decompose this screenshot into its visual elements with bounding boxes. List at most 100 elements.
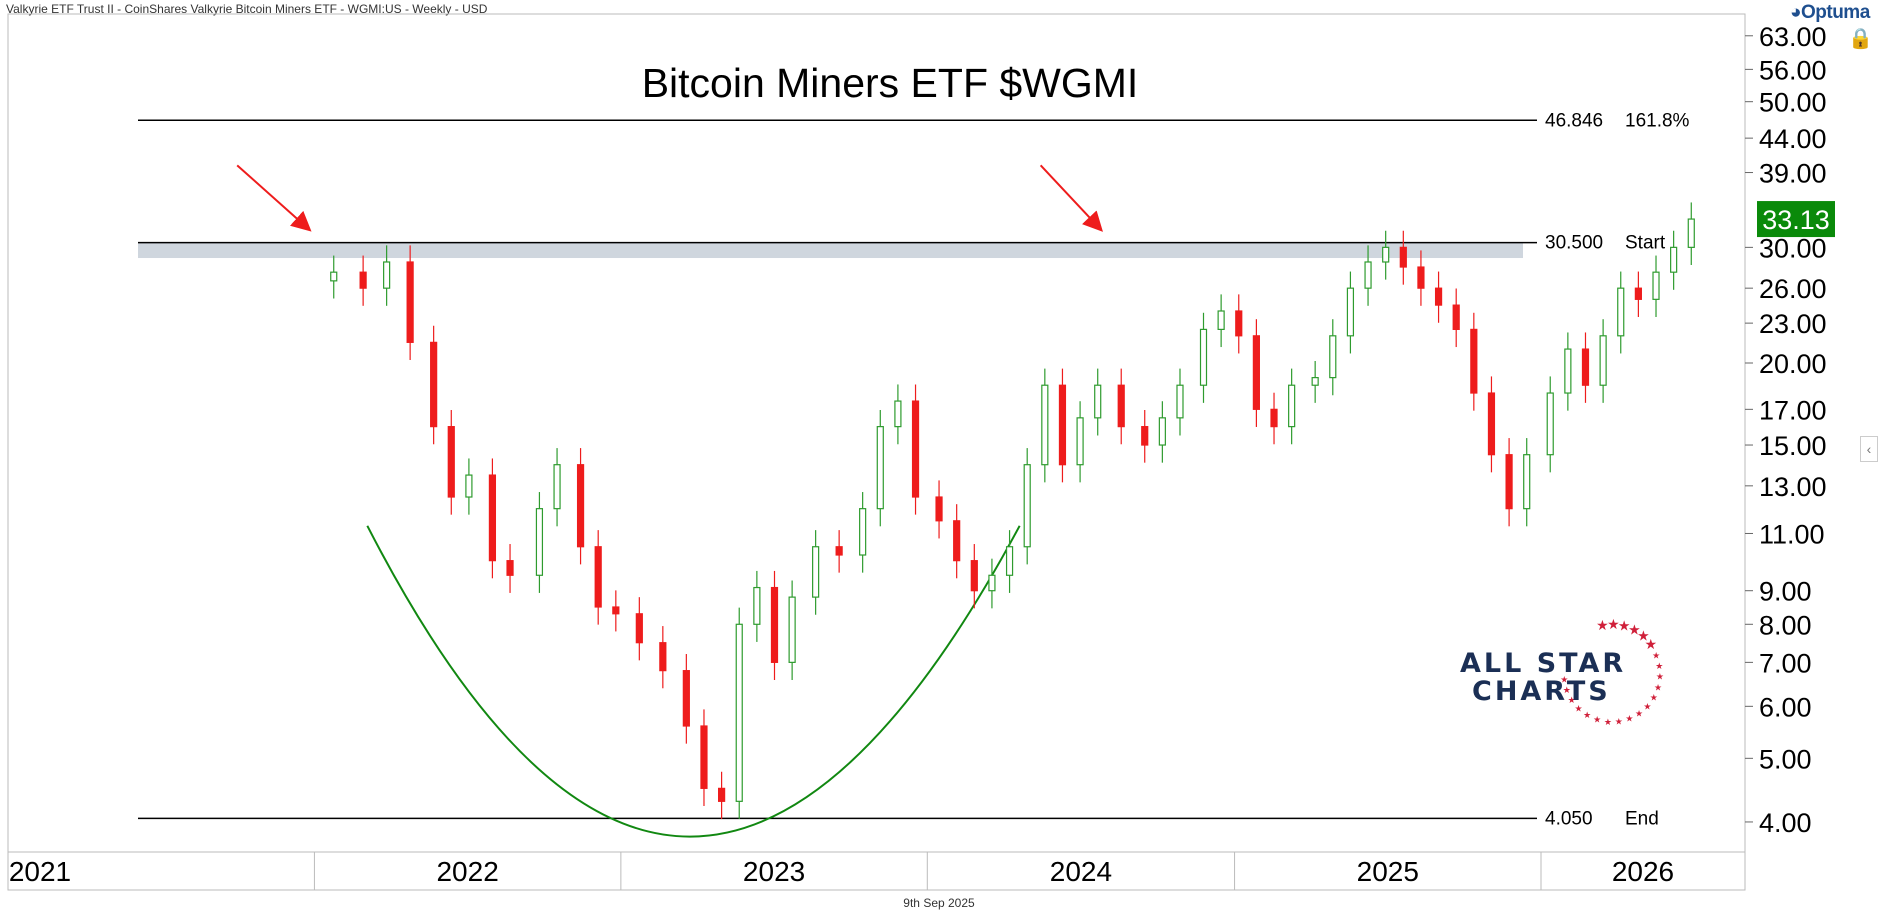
x-tick-label: 2024 bbox=[1050, 856, 1112, 887]
last-price-badge bbox=[1757, 201, 1835, 238]
logo-star: ★ bbox=[1628, 623, 1641, 639]
x-tick-label: 2026 bbox=[1612, 856, 1674, 887]
candle-body bbox=[1487, 392, 1496, 456]
candle-body bbox=[970, 560, 978, 592]
y-tick-label: 4.00 bbox=[1759, 808, 1812, 838]
x-tick-label: 2022 bbox=[436, 856, 498, 887]
candle-body bbox=[735, 623, 743, 802]
candle-body bbox=[1382, 246, 1390, 263]
level-note: End bbox=[1625, 808, 1659, 829]
last-price-label: 33.13 bbox=[1762, 205, 1830, 235]
candle-body bbox=[1670, 246, 1678, 273]
y-tick-label: 39.00 bbox=[1759, 159, 1827, 189]
logo-star: ★ bbox=[1560, 675, 1568, 685]
candle-body bbox=[682, 670, 690, 727]
candle-body bbox=[1217, 310, 1225, 330]
candle-body bbox=[1581, 348, 1590, 386]
candle-body bbox=[1311, 377, 1319, 386]
candle-body bbox=[988, 574, 996, 592]
candle-body bbox=[1141, 426, 1149, 446]
y-tick-label: 9.00 bbox=[1759, 577, 1812, 607]
candle-body bbox=[770, 586, 779, 663]
candle-body bbox=[359, 271, 367, 289]
candle-body bbox=[876, 426, 884, 510]
chart-title: Bitcoin Miners ETF $WGMI bbox=[641, 60, 1139, 106]
candle-body bbox=[1523, 454, 1531, 510]
candle-body bbox=[635, 613, 643, 644]
logo-line1: ALL STAR bbox=[1460, 648, 1627, 679]
candle-body bbox=[576, 464, 585, 548]
candle-body bbox=[1452, 304, 1460, 330]
candle-body bbox=[1041, 384, 1049, 466]
logo-star: ★ bbox=[1656, 673, 1664, 683]
chart-date: 9th Sep 2025 bbox=[903, 896, 975, 910]
chart-header: Valkyrie ETF Trust II - CoinShares Valky… bbox=[6, 2, 488, 16]
candle-body bbox=[718, 787, 726, 802]
candle-body bbox=[1564, 348, 1572, 394]
x-tick-label: 2023 bbox=[743, 856, 805, 887]
y-tick-label: 8.00 bbox=[1759, 610, 1812, 640]
y-tick-label: 23.00 bbox=[1759, 309, 1827, 339]
allstarcharts-logo: ALL STAR CHARTS bbox=[1460, 650, 1660, 706]
candle-body bbox=[1005, 546, 1014, 576]
candle-body bbox=[594, 546, 602, 608]
candle-body bbox=[1058, 384, 1067, 466]
candle-body bbox=[911, 400, 920, 498]
logo-star: ★ bbox=[1615, 718, 1623, 728]
logo-star: ★ bbox=[1645, 637, 1658, 653]
candle-body bbox=[1176, 384, 1184, 419]
candle-body bbox=[535, 508, 544, 576]
level-note: Start bbox=[1625, 233, 1666, 254]
cup-arc bbox=[366, 525, 1021, 838]
candle-body bbox=[1346, 287, 1355, 337]
candle-body bbox=[1235, 310, 1243, 337]
candle-body bbox=[1687, 218, 1695, 248]
candle-body bbox=[935, 496, 943, 522]
candle-body bbox=[1023, 464, 1031, 548]
logo-star: ★ bbox=[1604, 718, 1612, 728]
logo-star: ★ bbox=[1655, 662, 1663, 672]
y-tick-label: 56.00 bbox=[1759, 55, 1827, 85]
y-tick-label: 13.00 bbox=[1759, 472, 1827, 502]
logo-star: ★ bbox=[1563, 686, 1571, 696]
candle-body bbox=[1599, 335, 1607, 386]
candle-body bbox=[859, 508, 867, 556]
level-value: 30.500 bbox=[1545, 233, 1603, 254]
logo-star: ★ bbox=[1625, 715, 1633, 725]
logo-star: ★ bbox=[1635, 710, 1643, 720]
y-tick-label: 50.00 bbox=[1759, 88, 1827, 118]
candle-body bbox=[330, 271, 338, 282]
candle-body bbox=[553, 464, 561, 510]
candle-body bbox=[788, 596, 796, 663]
candle-body bbox=[1617, 287, 1625, 337]
candle-body bbox=[1158, 417, 1166, 446]
candle-body bbox=[1546, 392, 1554, 456]
candle-body bbox=[700, 725, 708, 789]
candle-body bbox=[1634, 287, 1642, 300]
optuma-logo-icon: ◕ bbox=[1790, 2, 1801, 23]
logo-star: ★ bbox=[1583, 711, 1591, 721]
candle-body bbox=[659, 642, 667, 672]
candle-body bbox=[953, 520, 961, 562]
level-value: 46.846 bbox=[1545, 110, 1603, 131]
x-tick-label: 2021 bbox=[9, 856, 71, 887]
logo-star: ★ bbox=[1568, 696, 1576, 706]
candle-body bbox=[1270, 408, 1278, 428]
logo-star: ★ bbox=[1652, 651, 1660, 661]
optuma-logo: ◕Optuma bbox=[1790, 2, 1870, 24]
lock-icon[interactable]: 🔒 bbox=[1848, 28, 1873, 50]
logo-star: ★ bbox=[1596, 618, 1609, 634]
candle-body bbox=[406, 261, 414, 343]
candle-body bbox=[1252, 335, 1260, 410]
candle-body bbox=[506, 560, 514, 576]
y-tick-label: 17.00 bbox=[1759, 395, 1827, 425]
logo-star: ★ bbox=[1593, 716, 1601, 726]
x-tick-label: 2025 bbox=[1357, 856, 1419, 887]
logo-star: ★ bbox=[1618, 619, 1631, 635]
logo-star: ★ bbox=[1650, 694, 1658, 704]
red-arrow bbox=[236, 164, 312, 232]
candle-body bbox=[1470, 328, 1478, 394]
y-tick-label: 30.00 bbox=[1759, 233, 1827, 263]
candle-body bbox=[1199, 328, 1208, 386]
